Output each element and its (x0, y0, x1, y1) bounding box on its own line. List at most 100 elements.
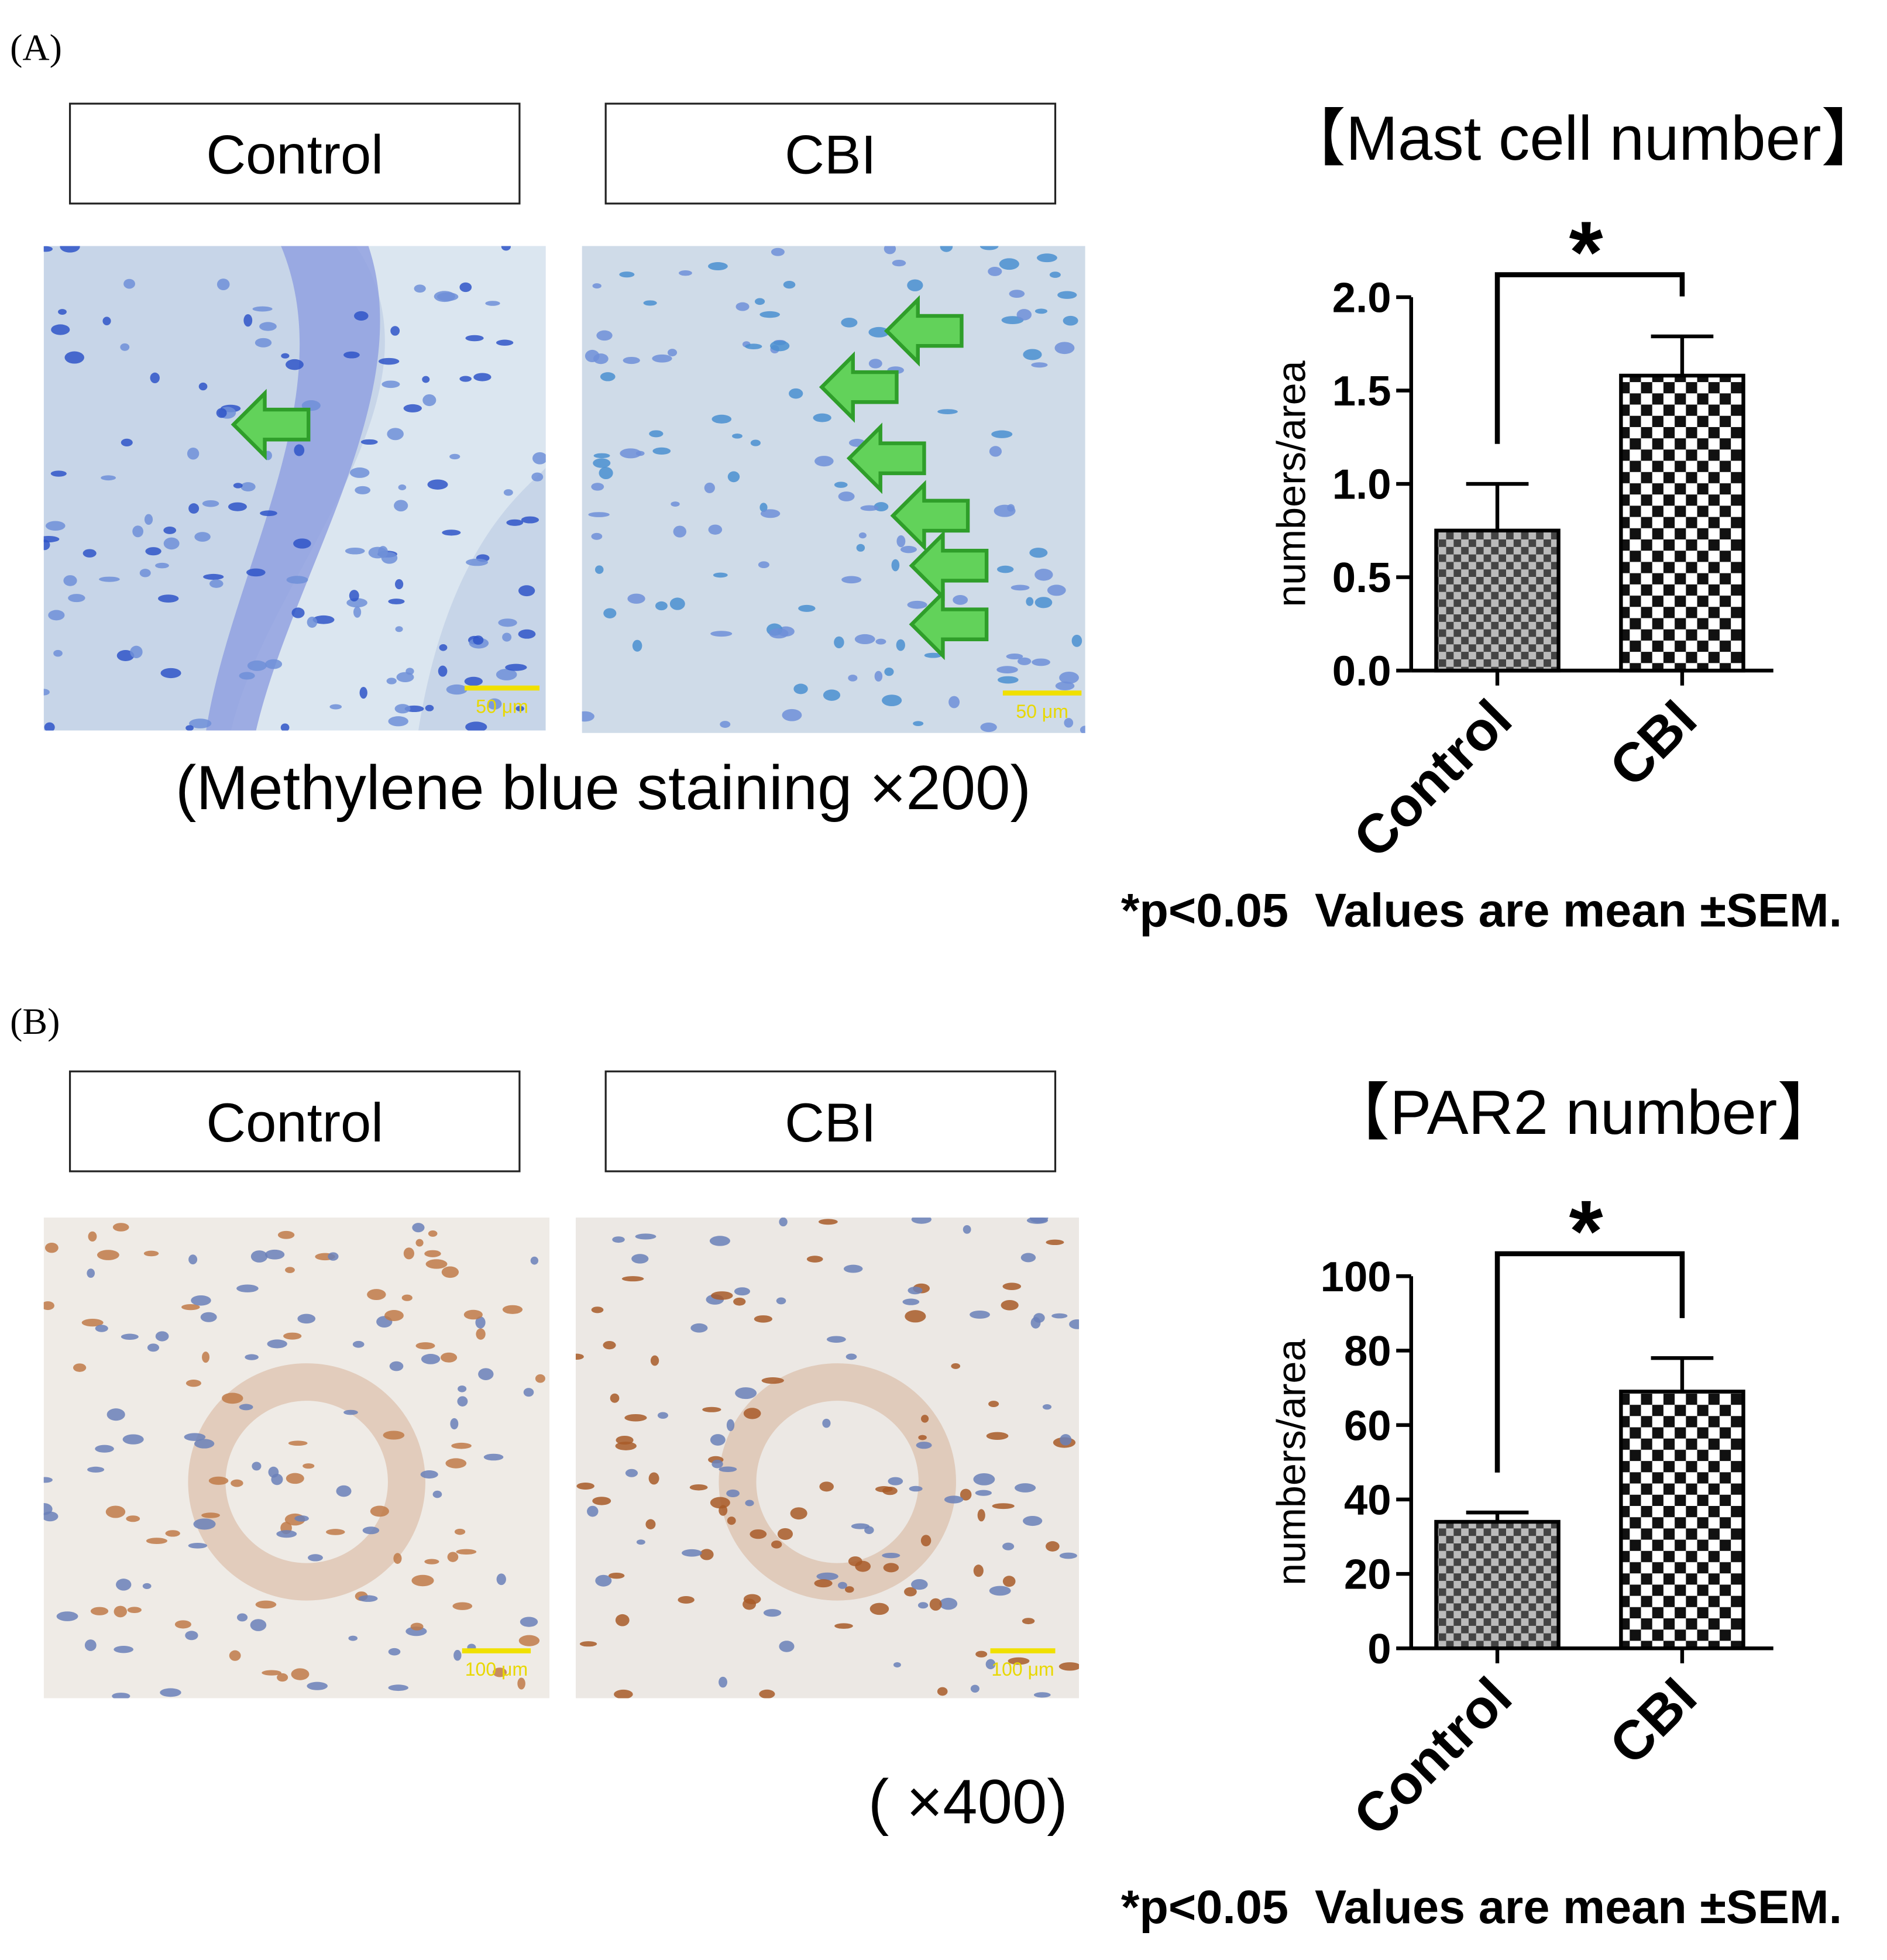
panel-label: (A) (10, 26, 62, 68)
cell (276, 1530, 297, 1538)
cell (459, 376, 472, 382)
cell (209, 579, 224, 588)
cell (518, 585, 535, 597)
cell (449, 453, 460, 460)
cell (610, 1393, 620, 1403)
cell (384, 1310, 404, 1321)
cell (114, 1605, 127, 1618)
cell (144, 514, 153, 525)
cell (303, 1463, 315, 1469)
cell (678, 1595, 695, 1604)
cell (250, 1619, 267, 1631)
footnote: *p<0.05 Values are mean ±SEM. (1121, 885, 1842, 937)
cell (265, 659, 283, 669)
cell (174, 1620, 191, 1629)
cell (105, 1505, 126, 1518)
cell (771, 1540, 782, 1549)
cell (189, 718, 212, 728)
cell (229, 1650, 241, 1661)
cell (970, 1310, 990, 1319)
cell (891, 559, 900, 572)
micrograph (575, 1217, 1080, 1698)
cell (450, 1418, 459, 1430)
cell (631, 1254, 649, 1264)
cell (1032, 658, 1050, 666)
cell (475, 1316, 486, 1329)
cell (750, 439, 761, 446)
cell (288, 1440, 308, 1446)
cell (283, 1332, 302, 1340)
cell (502, 1305, 523, 1314)
cell (422, 394, 436, 407)
cell (53, 649, 63, 657)
cell (63, 575, 77, 586)
image-label: CBI (785, 124, 877, 185)
cell (157, 594, 179, 603)
cell (90, 1607, 109, 1615)
cell (754, 298, 765, 305)
cell (465, 721, 487, 731)
cell (515, 706, 524, 711)
cell (267, 1339, 287, 1349)
y-tick-label: 80 (1344, 1328, 1391, 1375)
cell (150, 372, 160, 384)
cell (425, 704, 434, 711)
cell (1023, 1515, 1043, 1526)
cell (710, 631, 733, 637)
cell (868, 326, 889, 338)
cell (165, 1530, 180, 1537)
cell (1047, 584, 1066, 596)
cell (627, 593, 645, 604)
scale-bar-label: 100 μm (465, 1659, 528, 1680)
cell (228, 502, 247, 511)
cell (58, 309, 67, 315)
cell (487, 698, 502, 710)
cell (43, 536, 60, 542)
cell (916, 1442, 932, 1449)
cell (759, 503, 768, 513)
cell (97, 1250, 119, 1260)
cell (476, 1328, 486, 1340)
cell (445, 1458, 467, 1469)
cell (121, 438, 133, 446)
cell (1002, 1542, 1015, 1550)
cell (252, 1462, 262, 1471)
label-box (604, 1070, 1057, 1172)
cell (896, 535, 906, 548)
cell (939, 1597, 958, 1610)
significance-bracket (1494, 272, 1685, 444)
cell (841, 576, 862, 584)
cell (643, 300, 657, 306)
cell (188, 503, 200, 514)
cell (518, 1635, 540, 1646)
cell (848, 1556, 862, 1566)
cell (112, 1693, 130, 1698)
cell (996, 565, 1014, 573)
cell (155, 562, 169, 569)
cell (682, 1549, 702, 1557)
cell (648, 1472, 659, 1485)
cell (446, 684, 468, 695)
cell (45, 521, 66, 531)
cell (160, 1688, 181, 1697)
cell (712, 1459, 723, 1469)
cell (352, 1340, 365, 1348)
cell (64, 351, 84, 364)
cell (188, 1254, 198, 1264)
cell (1034, 569, 1053, 581)
cell (102, 317, 111, 325)
cell (393, 1553, 402, 1564)
cell (673, 525, 687, 538)
cell (349, 590, 359, 602)
cell (1055, 681, 1075, 690)
cell (1060, 1434, 1072, 1446)
cell (1006, 654, 1023, 660)
cell (735, 302, 750, 311)
cell (708, 262, 728, 270)
cell (806, 1256, 823, 1263)
cell (667, 349, 678, 357)
cell (44, 1242, 59, 1253)
cell (236, 1613, 248, 1622)
cell (386, 678, 397, 685)
cell (669, 597, 685, 610)
